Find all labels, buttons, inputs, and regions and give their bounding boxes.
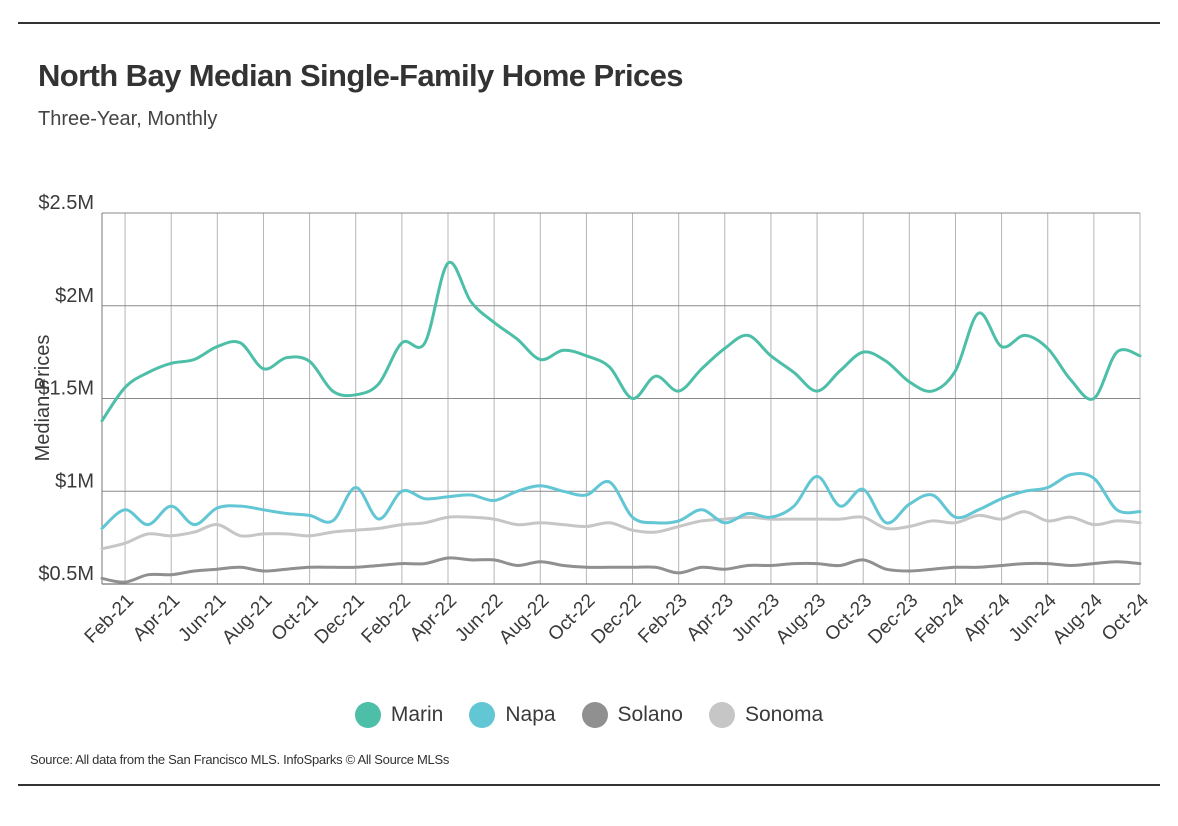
source-note: Source: All data from the San Francisco … [30, 752, 450, 767]
x-tick-label: Oct-24 [1098, 590, 1153, 645]
line-chart: $0.5M $1M $1.5M $2M $2.5M Median Prices Feb-21… [32, 192, 1153, 648]
x-tick-label: Aug-22 [495, 590, 553, 648]
x-tick-label: Aug-24 [1049, 590, 1107, 648]
x-tick-label: Apr-22 [406, 590, 461, 645]
legend-label: Napa [505, 703, 556, 726]
legend-swatch [354, 702, 381, 728]
x-tick-label: Aug-23 [772, 590, 830, 648]
legend-swatch [469, 702, 496, 728]
x-tick-label: Dec-23 [864, 590, 922, 648]
legend-label: Sonoma [744, 703, 824, 726]
y-axis-label: Median Prices [32, 335, 54, 462]
x-tick-label: Feb-23 [634, 590, 691, 647]
x-tick-label: Aug-21 [218, 590, 276, 648]
y-tick-label: $1M [55, 470, 94, 492]
y-tick-label: $0.5M [38, 563, 94, 585]
x-tick-label: Feb-22 [358, 590, 415, 647]
chart-title: North Bay Median Single-Family Home Pric… [38, 58, 684, 93]
legend-item-solano: Solano [581, 702, 683, 728]
series-line-sonoma [100, 510, 1142, 551]
legend-swatch [581, 702, 608, 728]
chart-subtitle: Three-Year, Monthly [38, 108, 218, 130]
y-tick-label: $2.5M [38, 192, 94, 214]
bottom-rule [18, 784, 1160, 786]
top-rule [18, 22, 1160, 24]
x-tick-label: Apr-23 [683, 590, 738, 645]
legend-label: Marin [390, 703, 444, 726]
series-line-napa [100, 472, 1142, 530]
y-tick-label: $2M [55, 285, 94, 307]
legend-label: Solano [617, 703, 683, 726]
y-tick-label: $1.5M [38, 378, 94, 400]
x-tick-label: Feb-21 [81, 590, 138, 647]
series-line-marin [100, 260, 1142, 423]
x-tick-label: Dec-21 [311, 590, 369, 648]
chart-legend: Marin Napa Solano Sonoma [0, 702, 1178, 728]
x-tick-label: Dec-22 [587, 590, 645, 648]
x-tick-label: Apr-24 [960, 590, 1015, 645]
x-tick-label: Feb-24 [911, 590, 969, 648]
legend-swatch [708, 702, 735, 728]
legend-item-sonoma: Sonoma [708, 702, 824, 728]
legend-item-marin: Marin [354, 702, 444, 728]
series-line-solano [100, 556, 1142, 584]
legend-item-napa: Napa [469, 702, 556, 728]
x-tick-label: Apr-21 [129, 590, 184, 645]
